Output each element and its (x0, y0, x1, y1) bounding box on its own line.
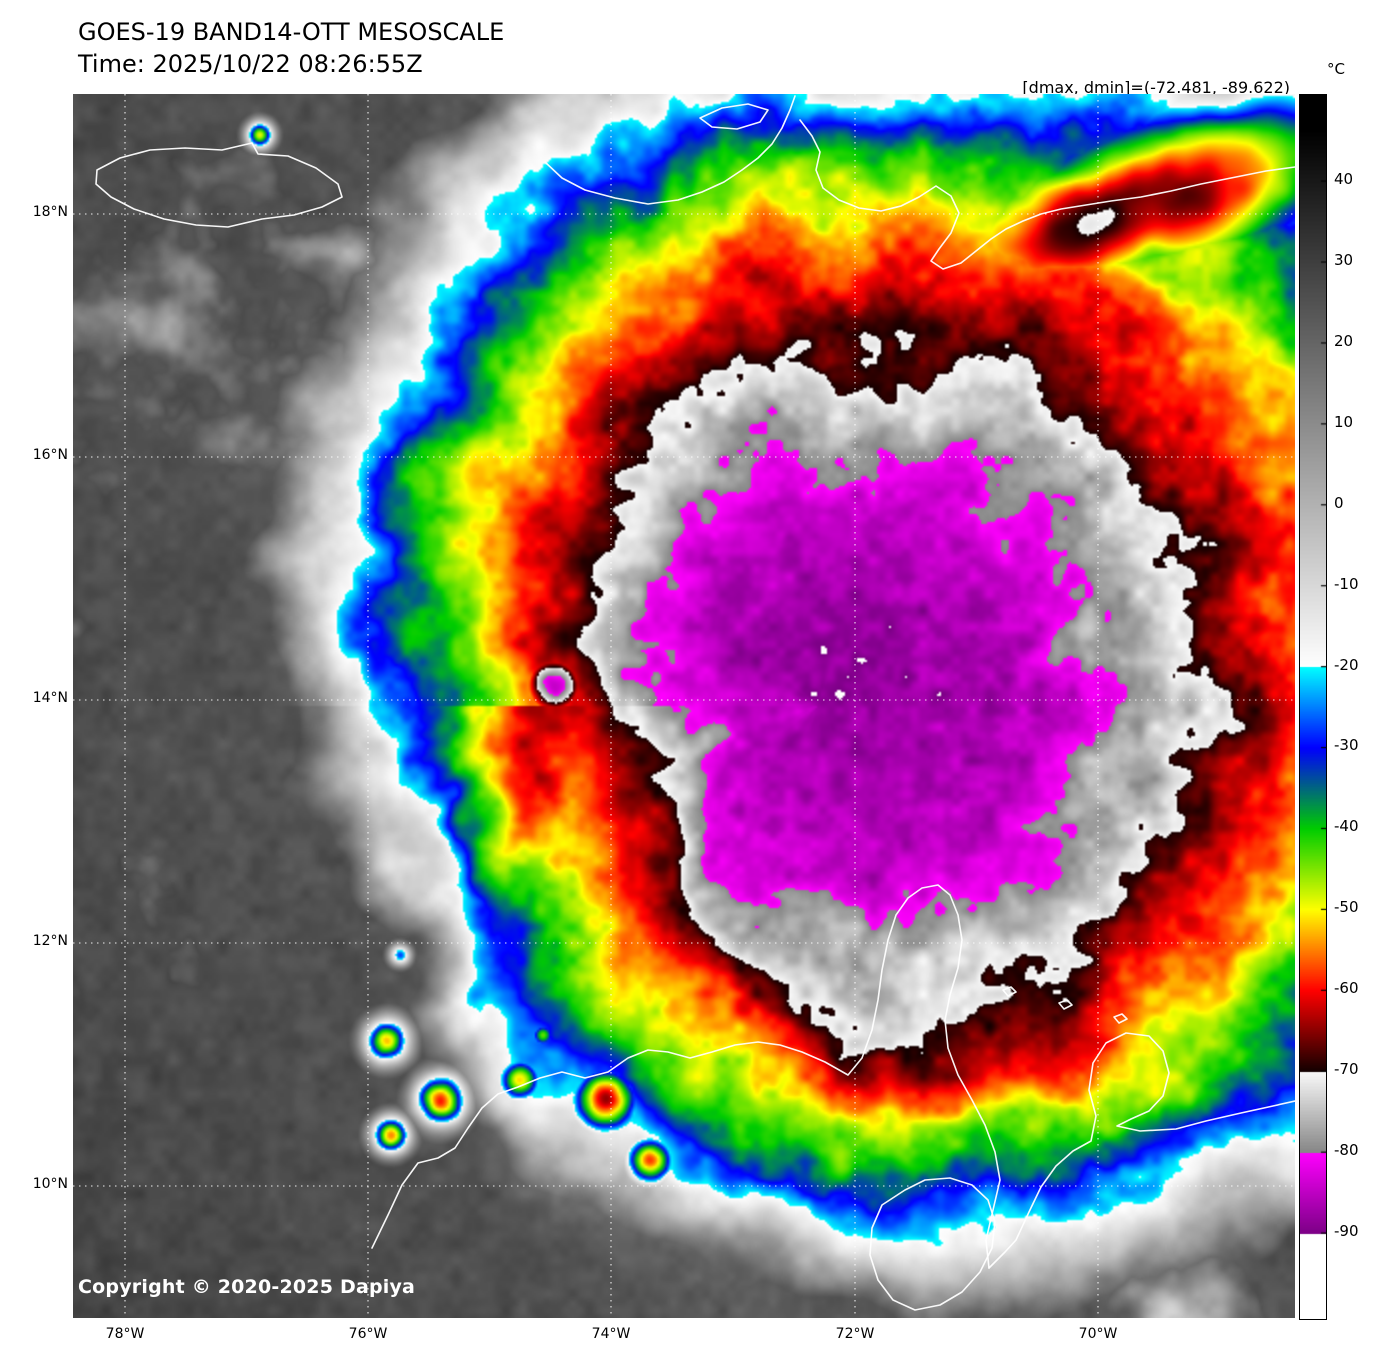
colorbar-unit-label: °C (1327, 60, 1345, 78)
longitude-label: 74°W (591, 1326, 631, 1342)
longitude-label: 76°W (348, 1326, 388, 1342)
colorbar-tick-label: -50 (1334, 898, 1359, 917)
copyright-watermark: Copyright © 2020-2025 Dapiya (78, 1276, 416, 1298)
latitude-label: 14°N (32, 690, 68, 706)
colorbar-tick-label: 30 (1334, 250, 1354, 269)
colorbar-tick-label: 40 (1334, 170, 1354, 188)
latitude-label: 10°N (32, 1176, 68, 1192)
colorbar-tick-label: -10 (1334, 574, 1359, 593)
colorbar (1299, 94, 1327, 1320)
satellite-map: Copyright © 2020-2025 Dapiya (73, 94, 1295, 1318)
latitude-label: 18°N (32, 204, 68, 220)
colorbar-tick-label: -20 (1334, 655, 1359, 674)
colorbar-tick-label: -70 (1334, 1060, 1359, 1079)
longitude-label: 78°W (105, 1326, 145, 1342)
product-title: GOES-19 BAND14-OTT MESOSCALE (78, 18, 505, 46)
dmax-dmin-readout: [dmax, dmin]=(-72.481, -89.622) (1022, 78, 1290, 97)
satellite-ir-canvas (73, 94, 1295, 1318)
colorbar-tick-label: 0 (1334, 493, 1344, 512)
colorbar-tick-label: -90 (1334, 1221, 1359, 1240)
latitude-label: 16°N (32, 447, 68, 463)
product-time: Time: 2025/10/22 08:26:55Z (78, 50, 423, 78)
colorbar-tick-label: -30 (1334, 736, 1359, 755)
longitude-label: 72°W (835, 1326, 875, 1342)
colorbar-tick-label: 10 (1334, 412, 1354, 431)
longitude-label: 70°W (1078, 1326, 1118, 1342)
colorbar-tick-label: -80 (1334, 1141, 1359, 1160)
colorbar-tick-label: -60 (1334, 979, 1359, 998)
latitude-label: 12°N (32, 933, 68, 949)
colorbar-tick-label: -40 (1334, 817, 1359, 836)
colorbar-tick-label: 20 (1334, 331, 1354, 350)
